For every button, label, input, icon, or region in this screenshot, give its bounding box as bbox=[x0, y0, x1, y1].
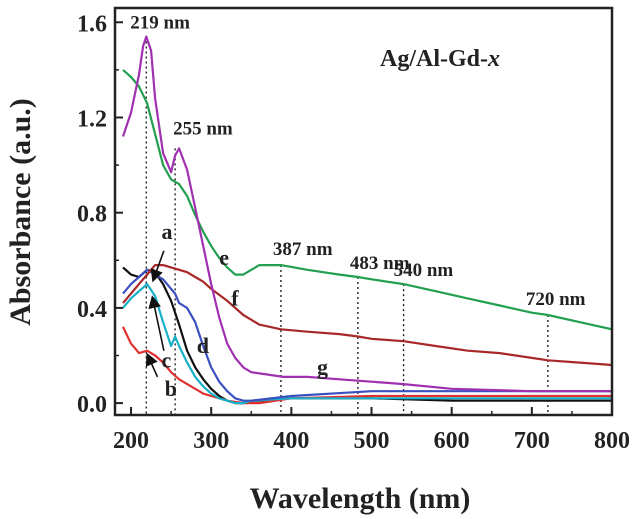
x-axis-title: Wavelength (nm) bbox=[250, 482, 471, 515]
x-tick-label: 600 bbox=[434, 428, 470, 454]
peak-label: 720 nm bbox=[526, 289, 586, 310]
label-arrows bbox=[145, 250, 165, 378]
curve-label-b: b bbox=[165, 376, 177, 401]
series-line-c bbox=[122, 283, 612, 405]
x-tick-label: 500 bbox=[354, 428, 390, 454]
inset-label-italic: x bbox=[487, 46, 500, 72]
curve-labels: a bc d ef g bbox=[161, 219, 328, 401]
inset-sample-label: Ag/Al-Gd-x bbox=[380, 46, 500, 72]
x-tick-label: 300 bbox=[193, 428, 229, 454]
peak-label: 255 nm bbox=[173, 118, 233, 139]
y-tick-label: 1.6 bbox=[77, 11, 107, 37]
y-axis-title: Absorbance (a.u.) bbox=[4, 98, 37, 326]
x-axis: 200 300 400 500 600 700 800 bbox=[113, 407, 630, 454]
series-line-b bbox=[122, 326, 612, 405]
peak-label: 540 nm bbox=[394, 260, 454, 281]
x-tick-label: 800 bbox=[594, 428, 630, 454]
x-tick-label: 200 bbox=[113, 428, 149, 454]
peak-label: 483 nm bbox=[350, 253, 410, 274]
curve-label-f: f bbox=[231, 286, 239, 311]
series-line-e bbox=[122, 69, 612, 331]
y-tick-label: 0.0 bbox=[77, 392, 107, 418]
label-arrow bbox=[150, 250, 165, 283]
peak-label: 219 nm bbox=[130, 13, 190, 34]
label-arrow bbox=[145, 352, 159, 378]
series-line-g bbox=[121, 35, 612, 393]
curve-label-a: a bbox=[161, 219, 172, 244]
curve-label-e: e bbox=[219, 245, 229, 270]
y-tick-label: 0.4 bbox=[77, 297, 107, 323]
inset-label-main: Ag/Al-Gd- bbox=[380, 46, 488, 72]
y-axis: 0.0 0.4 0.8 1.2 1.6 bbox=[77, 11, 123, 418]
y-tick-label: 0.8 bbox=[77, 202, 107, 228]
x-tick-label: 700 bbox=[514, 428, 550, 454]
label-arrow bbox=[148, 295, 165, 351]
curve-label-g: g bbox=[317, 355, 328, 380]
peak-guide-lines bbox=[145, 36, 549, 415]
peak-label: 387 nm bbox=[273, 239, 333, 260]
x-tick-label: 400 bbox=[273, 428, 309, 454]
curve-label-d: d bbox=[197, 333, 209, 358]
plot-frame bbox=[113, 6, 614, 417]
series-layer bbox=[121, 35, 612, 405]
y-tick-label: 1.2 bbox=[77, 106, 107, 132]
curve-label-c: c bbox=[161, 347, 171, 372]
